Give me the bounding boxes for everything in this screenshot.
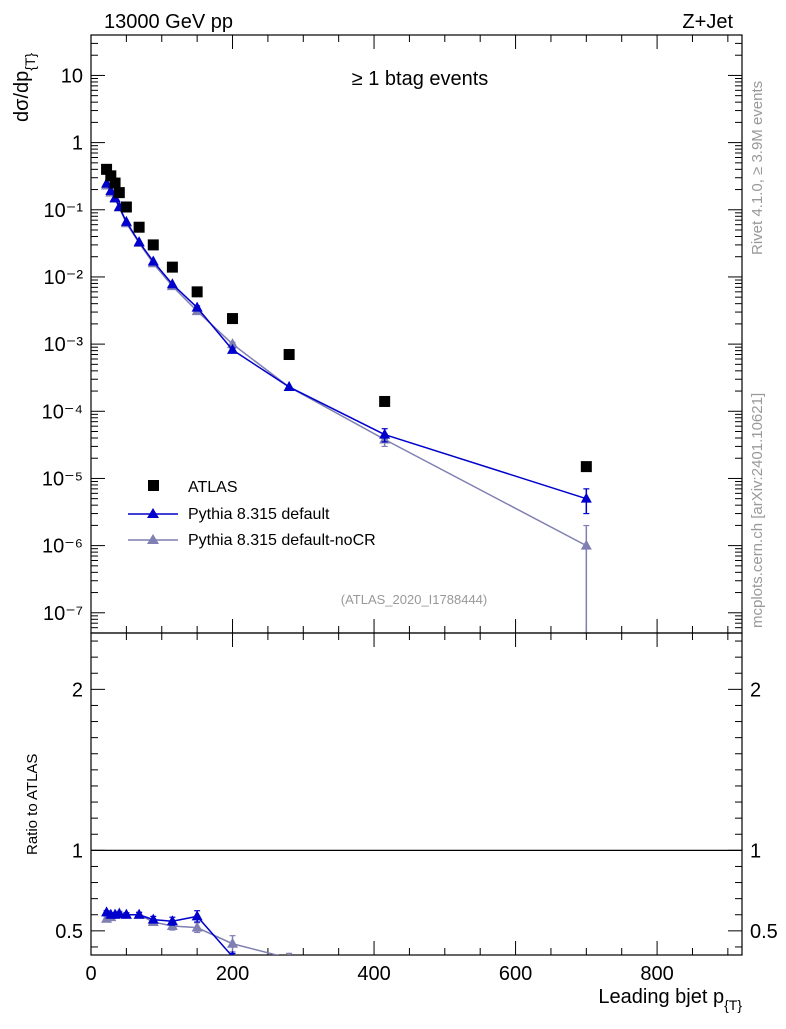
data-point-atlas xyxy=(109,177,121,189)
data-point-default xyxy=(166,278,178,289)
main-ytick-label: 10⁻⁴ xyxy=(42,401,83,423)
mcplots-label: mcplots.cern.ch [arXiv:2401.10621] xyxy=(749,393,766,628)
data-point-default xyxy=(580,492,592,503)
ratio-ticks xyxy=(90,633,742,955)
legend-label-nocr: Pythia 8.315 default-noCR xyxy=(188,532,376,549)
data-point-atlas xyxy=(166,261,178,273)
main-panel: 10 1 10⁻¹ 10⁻² 10⁻³ 10⁻⁴ 10⁻⁵ 10⁻⁶ 10⁻⁷ ≥ 1 btag… xyxy=(11,34,743,634)
ratio-point-default xyxy=(113,907,125,918)
data-point-default xyxy=(283,380,295,391)
ratio-ytick-label-left: 0.5 xyxy=(55,921,83,943)
main-ytick-label: 10⁻³ xyxy=(44,334,84,356)
x-tick-label: 600 xyxy=(499,963,532,985)
ratio-series xyxy=(101,906,293,955)
data-point-default xyxy=(101,177,113,188)
main-ylabel-sub: {T} xyxy=(22,52,38,70)
header-right: Z+Jet xyxy=(682,11,733,33)
ratio-y-axis-label: Ratio to ATLAS xyxy=(24,754,41,855)
ratio-tick-labels: 0.5 0.5 1 1 2 2 0 200 400 600 800 xyxy=(55,679,778,985)
analysis-watermark: (ATLAS_2020_I1788444) xyxy=(341,592,487,607)
main-ytick-label: 10⁻⁷ xyxy=(43,603,83,625)
data-point-atlas xyxy=(227,313,239,325)
legend-marker-atlas xyxy=(148,480,159,491)
main-ytick-label: 10⁻² xyxy=(44,267,84,289)
data-point-default xyxy=(120,215,132,226)
ratio-point-default xyxy=(230,950,235,955)
line-nocr xyxy=(105,185,587,547)
data-point-atlas xyxy=(120,201,132,213)
data-point-default xyxy=(133,236,145,247)
legend: ATLAS Pythia 8.315 default Pythia 8.315 … xyxy=(128,479,376,549)
data-point-atlas xyxy=(133,221,145,233)
ratio-ytick-label-right: 1 xyxy=(750,840,761,862)
ratio-panel: 0.5 0.5 1 1 2 2 0 200 400 600 800 Ratio to ATLAS L… xyxy=(24,632,778,1013)
mcplots-label-group: mcplots.cern.ch [arXiv:2401.10621] xyxy=(749,393,766,628)
x-axis-label-main: Leading bjet p xyxy=(598,986,724,1008)
x-tick-label: 800 xyxy=(640,963,673,985)
x-axis-label-sub: {T} xyxy=(724,997,742,1013)
x-tick-label: 0 xyxy=(85,963,96,985)
x-tick-label: 200 xyxy=(216,963,249,985)
main-ytick-label: 10⁻¹ xyxy=(44,200,84,222)
legend-label-default: Pythia 8.315 default xyxy=(188,506,330,523)
data-point-atlas xyxy=(580,461,592,473)
ratio-ylabel: Ratio to ATLAS xyxy=(24,754,41,855)
data-point-atlas xyxy=(191,286,203,298)
ratio-frame xyxy=(90,632,743,956)
data-point-nocr xyxy=(580,539,592,550)
main-ticks xyxy=(90,34,742,634)
ratio-point-nocr xyxy=(287,952,291,955)
x-axis-label: Leading bjet p{T} xyxy=(598,986,742,1013)
legend-marker-default xyxy=(147,508,159,518)
data-point-default xyxy=(379,428,391,439)
main-ytick-label: 10 xyxy=(61,65,83,87)
main-y-tick-labels: 10 1 10⁻¹ 10⁻² 10⁻³ 10⁻⁴ 10⁻⁵ 10⁻⁶ 10⁻⁷ xyxy=(42,65,84,624)
ratio-ytick-label-left: 1 xyxy=(72,840,83,862)
ratio-point-default xyxy=(133,908,145,919)
legend-label-atlas: ATLAS xyxy=(188,479,238,496)
ratio-line-default xyxy=(106,911,233,955)
main-title: ≥ 1 btag events xyxy=(352,68,489,90)
ratio-point-default xyxy=(166,915,178,926)
main-ytick-label: 10⁻⁵ xyxy=(42,468,83,490)
ratio-point-default xyxy=(191,910,203,921)
ratio-point-default xyxy=(147,913,159,924)
rivet-label: Rivet 4.1.0, ≥ 3.9M events xyxy=(749,81,766,255)
main-y-axis-label: dσ/dp{T} xyxy=(11,52,38,122)
header-left: 13000 GeV pp xyxy=(104,11,233,33)
ratio-ytick-label-right: 0.5 xyxy=(750,921,778,943)
main-ytick-label: 10⁻⁶ xyxy=(42,536,83,558)
rivet-label-group: Rivet 4.1.0, ≥ 3.9M events xyxy=(749,81,766,255)
data-point-default xyxy=(147,255,159,266)
data-point-default xyxy=(227,343,239,354)
data-point-atlas xyxy=(283,349,295,361)
ratio-ytick-label-left: 2 xyxy=(72,679,83,701)
data-point-atlas xyxy=(147,239,159,251)
data-point-atlas xyxy=(101,163,113,175)
main-ytick-label: 1 xyxy=(72,133,83,155)
data-point-default xyxy=(191,301,203,312)
main-ylabel-main: dσ/dp xyxy=(11,71,33,122)
data-point-atlas xyxy=(113,187,125,199)
data-point-atlas xyxy=(105,170,117,182)
line-default xyxy=(105,183,587,500)
x-tick-label: 400 xyxy=(357,963,390,985)
main-ylabel-text: dσ/dp{T} xyxy=(11,52,38,122)
data-point-default xyxy=(105,185,117,196)
ratio-point-default xyxy=(120,908,132,919)
main-series xyxy=(101,163,592,634)
ratio-ytick-label-right: 2 xyxy=(750,679,761,701)
data-point-atlas xyxy=(379,395,391,407)
ratio-point-nocr xyxy=(227,937,239,948)
legend-marker-nocr xyxy=(147,534,159,544)
ratio-point-nocr xyxy=(191,921,203,932)
